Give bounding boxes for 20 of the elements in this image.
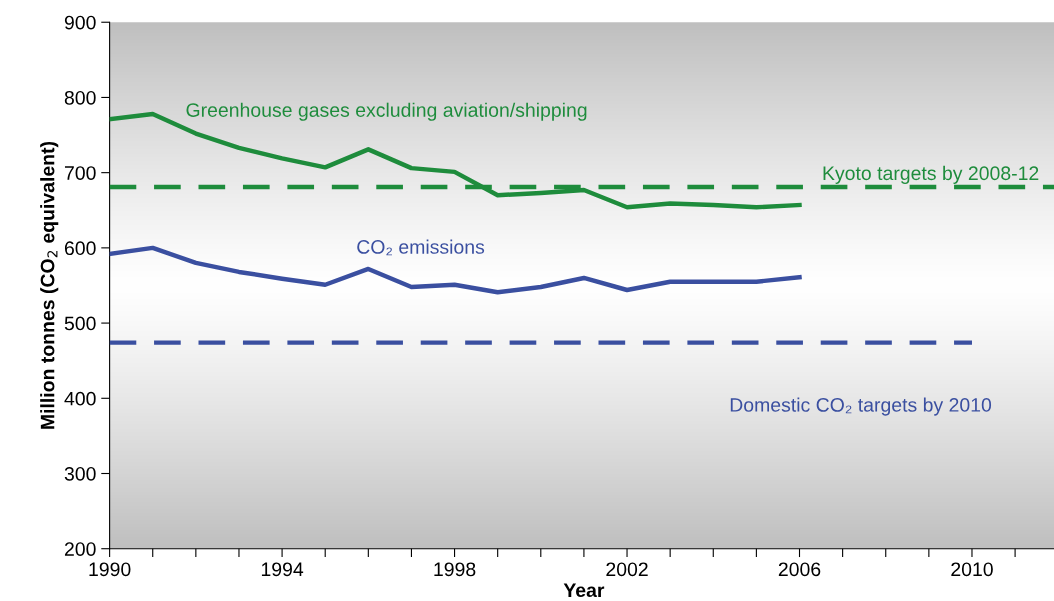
x-tick-label: 2010 [951, 562, 993, 577]
y-tick-label: 700 [64, 166, 96, 180]
x-tick-label: 2006 [778, 562, 821, 577]
text: Domestic CO₂ targets by 2010 [730, 397, 992, 416]
series-label: Kyoto targets by 2008-12 [823, 165, 1039, 184]
y-tick-label: 300 [64, 466, 96, 481]
y-tick-label: 200 [64, 542, 96, 556]
y-axis-title: Million tonnes (CO$_{2}$ equivalent) [40, 141, 59, 429]
series-label: Greenhouse gases excluding aviation/shipping [186, 102, 587, 121]
x-tick-label: 1990 [89, 562, 131, 577]
y-tick-label: 900 [64, 15, 96, 30]
x-tick-label: 2002 [606, 562, 648, 577]
y-tick-label: 400 [64, 391, 96, 406]
x-tick-label: 1998 [434, 562, 476, 577]
y-tick-label: 500 [64, 316, 96, 331]
y-tick-label: 800 [64, 90, 96, 105]
x-axis-title: Year [563, 583, 605, 598]
y-tick-label: 600 [64, 241, 96, 256]
x-tick-label: 1994 [261, 562, 304, 577]
series-label: CO₂ emissions [357, 239, 485, 256]
